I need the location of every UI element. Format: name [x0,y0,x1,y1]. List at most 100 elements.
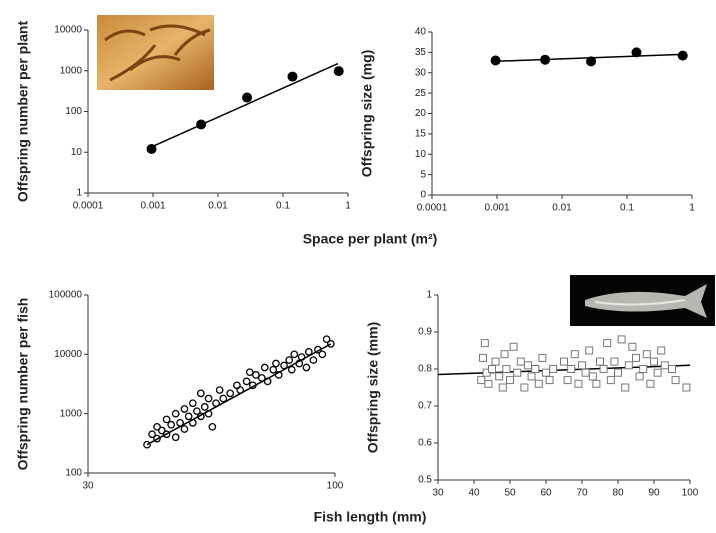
y-tick-label: 1 [426,290,432,301]
point [188,419,197,427]
point [477,376,486,385]
point [621,383,630,392]
point [488,365,496,373]
x-tick-label: 0.01 [208,201,228,212]
x-tick-label: 40 [468,488,480,499]
point [495,372,504,381]
point [143,440,151,449]
point [596,357,604,366]
point [318,350,327,359]
point [585,346,594,355]
point [650,357,658,366]
point [196,119,207,130]
point [542,368,550,377]
y-tick-label: 1 [76,188,82,199]
y-tick-label: 100000 [49,290,83,301]
point [215,386,224,394]
x-tick-label: 1 [345,201,351,212]
point [527,372,536,381]
point [592,379,601,388]
point [513,368,522,377]
point [570,350,579,359]
point [606,376,615,385]
point [302,363,311,372]
y-axis-label: Offspring number per plant [15,21,31,203]
point [245,368,254,377]
point [242,377,251,386]
point [248,381,257,390]
trend-line [437,364,691,376]
y-axis-label: Offspring number per fish [15,298,31,471]
y-axis-label: Offspring size (mg) [359,50,375,178]
x-tick-label: 50 [504,488,516,499]
point [660,361,669,370]
point [574,379,583,388]
point [668,365,676,373]
point [280,361,288,370]
point [148,430,156,439]
point [491,357,500,366]
trend-line [149,62,339,149]
point [304,348,313,356]
point [498,383,507,392]
point [153,434,161,443]
point [314,345,322,354]
point [219,394,228,403]
point [309,356,318,364]
y-tick-label: 10 [415,149,427,160]
point [586,56,597,67]
point [632,353,640,362]
point [295,359,304,368]
y-tick-label: 100 [65,106,82,117]
y-tick-label: 0.8 [418,364,432,375]
point [531,365,540,373]
y-tick-label: 0.9 [418,327,432,338]
point [272,359,280,368]
point [578,361,586,370]
point [671,376,680,385]
y-tick-label: 0 [420,190,426,201]
point [274,371,283,379]
x-tick-label: 1 [689,203,695,214]
point [297,353,306,361]
point [484,379,493,388]
y-tick-label: 100 [65,468,82,479]
point [180,405,189,413]
point [322,335,331,344]
point [631,47,642,58]
point [479,353,487,362]
point [614,368,622,377]
point [226,389,235,398]
point [162,415,171,424]
point [327,340,335,348]
point [257,374,266,382]
point [158,426,166,435]
x-tick-label: 0.1 [276,201,290,212]
y-tick-label: 1000 [60,408,83,419]
point [545,376,554,385]
point [567,365,576,373]
point [285,356,294,364]
point [581,368,590,377]
point [184,412,193,421]
point [509,342,518,351]
point [502,365,511,373]
point [260,363,269,372]
point [204,394,213,403]
point [212,399,220,408]
point [153,422,161,431]
point [560,357,568,366]
point [500,350,509,359]
point [506,376,514,385]
point [677,50,688,61]
y-tick-label: 10000 [54,25,82,36]
point [639,365,648,373]
y-tick-label: 0.5 [418,475,432,486]
point [333,66,344,77]
y-tick-label: 0.7 [418,401,432,412]
y-tick-label: 15 [415,129,427,140]
y-tick-label: 35 [415,47,427,58]
y-tick-label: 20 [415,108,427,119]
point [516,357,525,366]
